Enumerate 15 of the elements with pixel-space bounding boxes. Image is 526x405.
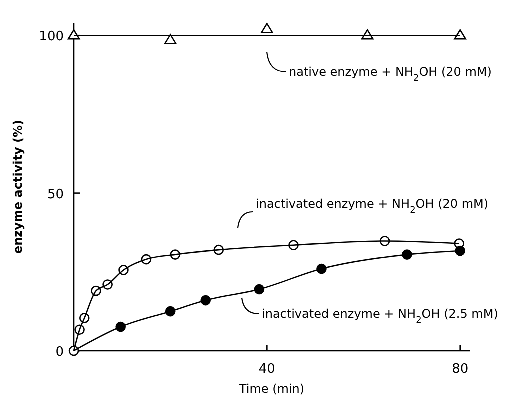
point [261, 23, 274, 34]
x-tick-label: 40 [258, 362, 276, 377]
x-axis-title: Time (min) [238, 382, 305, 396]
annotation: inactivated enzyme + NH$_{2}$OH (20 mM) [256, 197, 489, 216]
y-tick-label: 0 [56, 345, 64, 360]
point [68, 29, 80, 40]
y-tick-label: 100 [39, 30, 64, 45]
x-tick-label: 80 [452, 362, 469, 377]
annotation: native enzyme + NH$_{2}$OH (20 mM) [289, 65, 492, 84]
annotation: inactivated enzyme + NH$_{2}$OH (2.5 mM) [262, 307, 498, 326]
y-tick-label: 50 [47, 187, 64, 202]
point [454, 29, 466, 40]
point [164, 34, 177, 44]
point [455, 246, 466, 256]
y-axis-title: enzyme activity (%) [11, 120, 25, 254]
